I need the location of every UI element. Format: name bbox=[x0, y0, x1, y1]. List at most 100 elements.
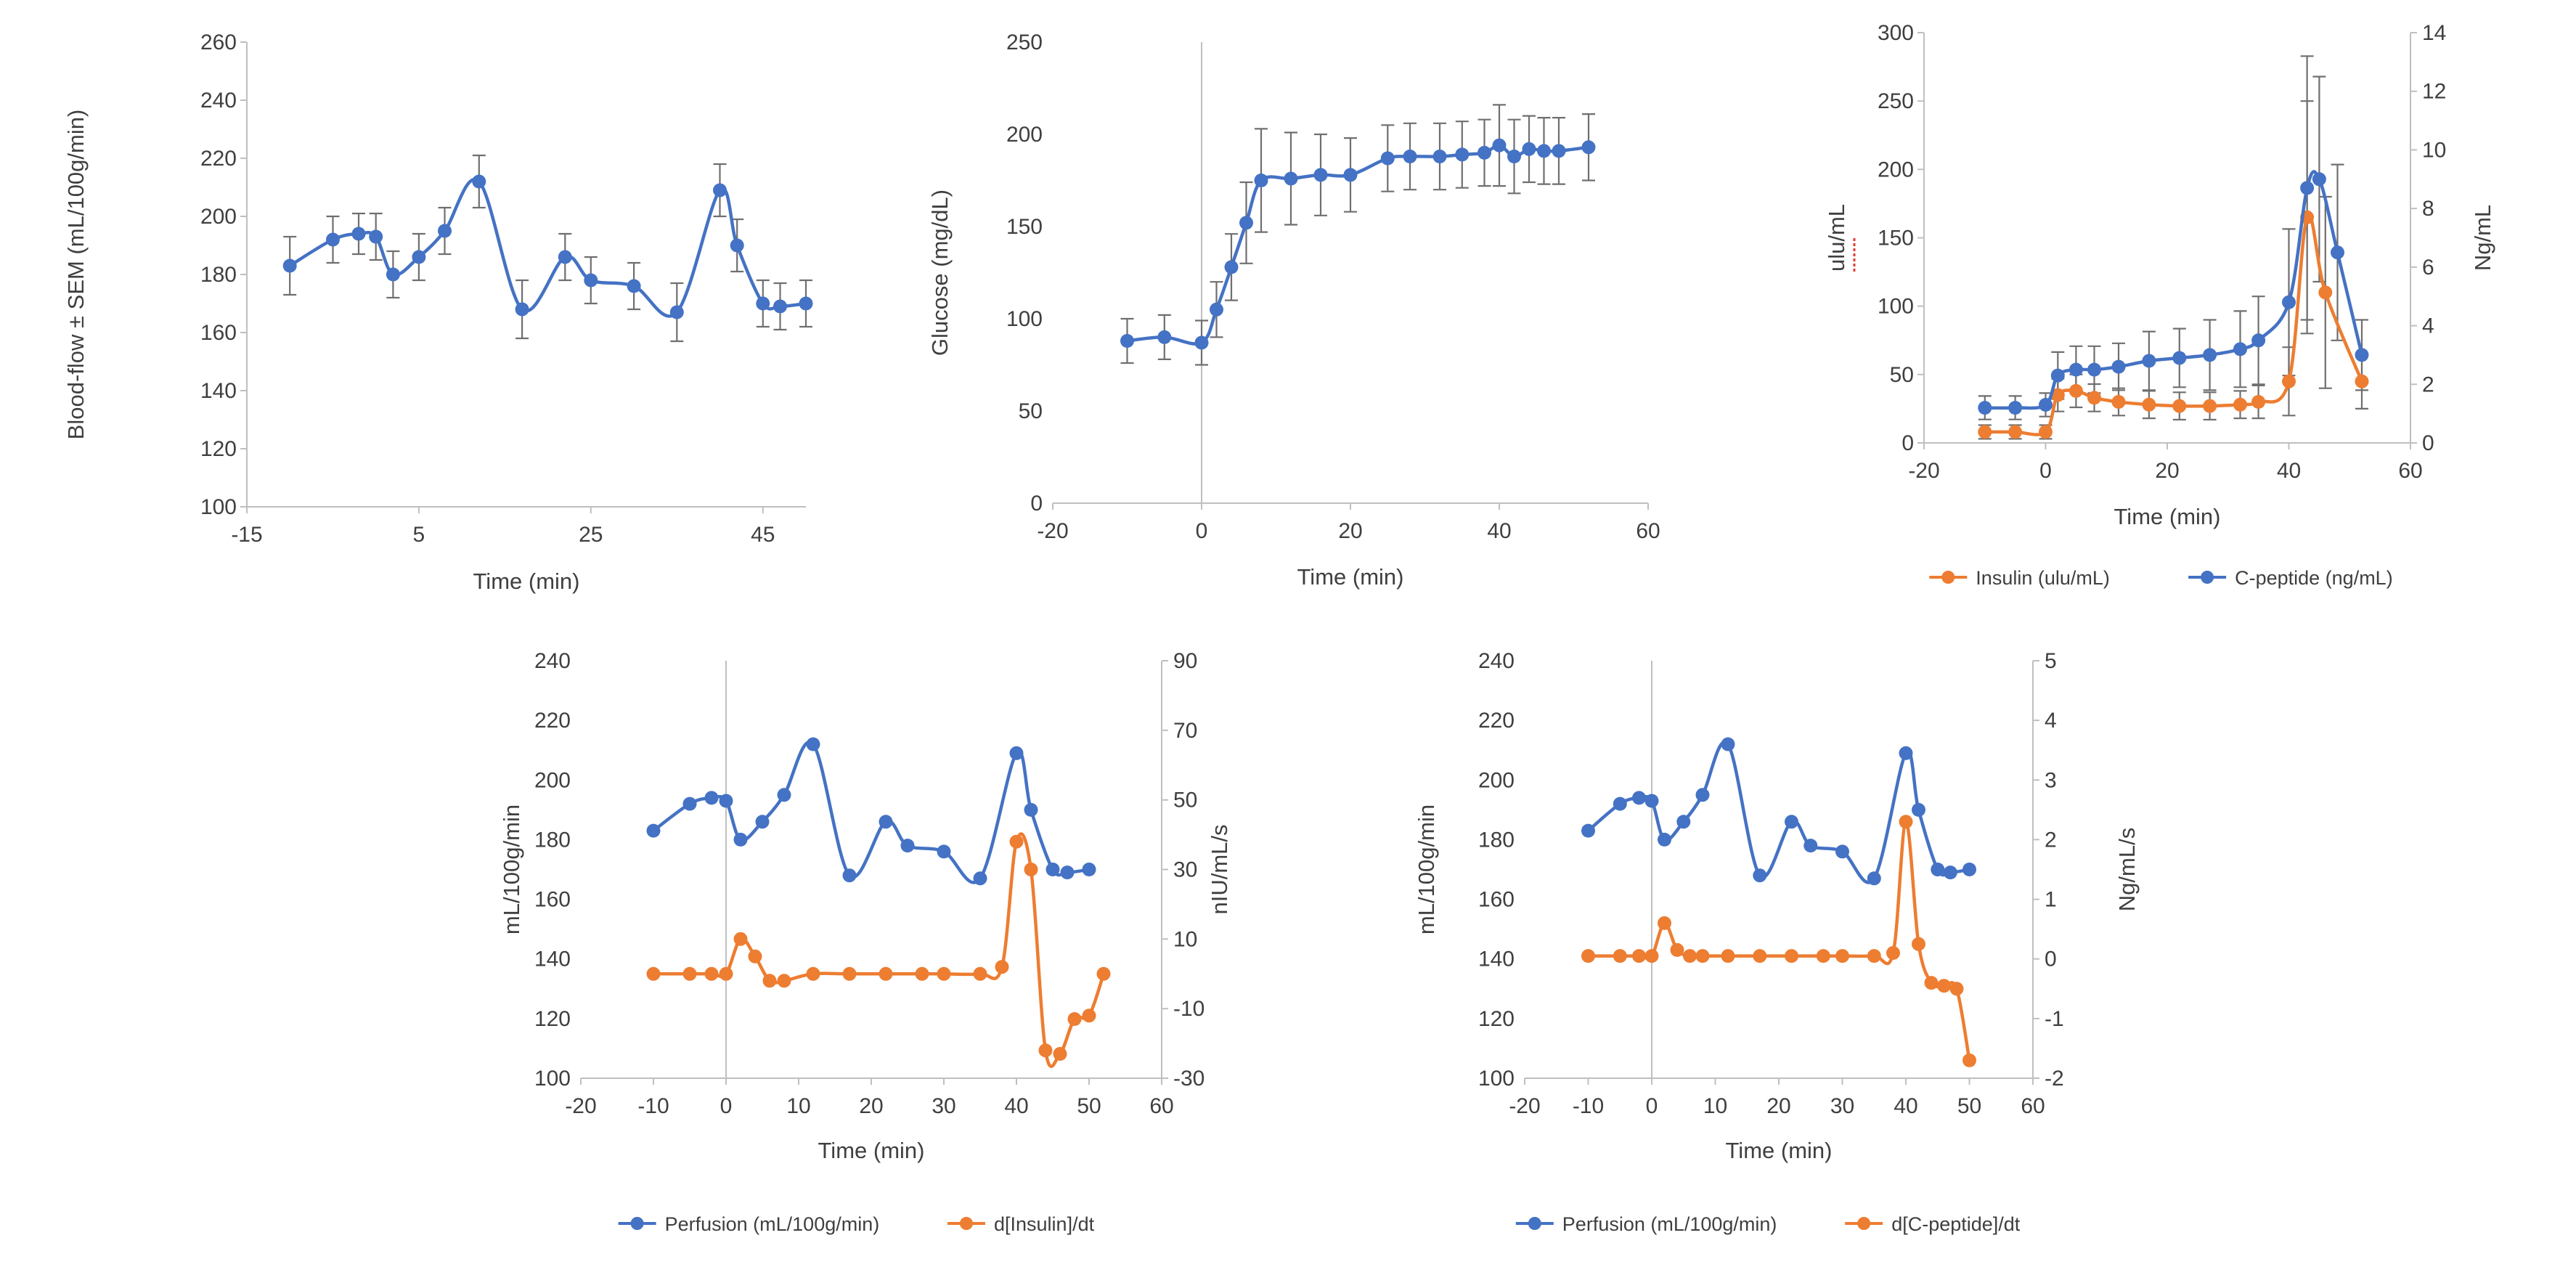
data-point bbox=[719, 966, 733, 981]
x-tick-label: 40 bbox=[1894, 1094, 1917, 1118]
data-point bbox=[1477, 145, 1491, 160]
data-point bbox=[1522, 142, 1536, 156]
data-point bbox=[842, 966, 857, 981]
legend-label: C-peptide (ng/mL) bbox=[2235, 567, 2393, 589]
y-tick-label: 200 bbox=[200, 205, 237, 229]
x-axis-title: Time (min) bbox=[473, 569, 580, 594]
y-tick-label: 260 bbox=[200, 30, 237, 54]
blood-flow-plot: -15 5 25 45 100 120 140 160 180 200 220 240 260 Time … bbox=[63, 30, 813, 594]
legend-label: d[Insulin]/dt bbox=[994, 1213, 1095, 1235]
y-tick-label: 50 bbox=[1019, 399, 1043, 423]
x-tick-label: 60 bbox=[1636, 519, 1660, 543]
svg-text:ulu/mL: ulu/mL bbox=[1824, 204, 1849, 272]
data-point bbox=[2142, 397, 2156, 412]
x-tick-label: -10 bbox=[637, 1094, 669, 1118]
data-point bbox=[2300, 181, 2315, 195]
data-point bbox=[2282, 295, 2296, 309]
data-point bbox=[900, 839, 915, 853]
svg-text:mL/100g/min: mL/100g/min bbox=[1414, 804, 1439, 934]
data-point bbox=[1962, 1053, 1976, 1067]
data-point bbox=[584, 273, 598, 288]
right-axis-ticks: 0 2 4 6 8 10 12 14 bbox=[2410, 21, 2446, 455]
data-point bbox=[1867, 949, 1881, 964]
data-point bbox=[973, 966, 987, 981]
data-point bbox=[1403, 150, 1417, 163]
right-tick-label: -1 bbox=[2045, 1007, 2064, 1031]
series-perfusion-ml-100g-min- bbox=[1581, 737, 1976, 886]
data-point bbox=[2233, 397, 2247, 412]
y-tick-label: 220 bbox=[534, 709, 571, 733]
data-point bbox=[1343, 168, 1358, 182]
data-point bbox=[1978, 401, 1992, 415]
data-point bbox=[1937, 979, 1951, 993]
y-tick-label: 140 bbox=[200, 379, 237, 403]
data-point bbox=[1695, 949, 1710, 964]
data-point bbox=[2068, 362, 2083, 377]
data-point bbox=[2312, 172, 2326, 187]
right-tick-label: 12 bbox=[2422, 80, 2446, 104]
x-tick-label: 0 bbox=[2039, 459, 2052, 483]
chart-glucose: -20 0 20 40 60 0 50 100 150 200 250 Time (min) Gluco… bbox=[908, 7, 1684, 646]
axes bbox=[1525, 661, 2034, 1079]
data-point bbox=[719, 794, 733, 808]
y-tick-label: 100 bbox=[200, 495, 237, 519]
y-tick-label: 250 bbox=[1006, 30, 1043, 54]
data-point bbox=[2087, 362, 2101, 377]
legend: Insulin (ulu/mL) C-peptide (ng/mL) bbox=[1929, 567, 2393, 589]
data-point bbox=[2233, 342, 2247, 357]
data-point bbox=[704, 791, 719, 805]
data-point bbox=[2172, 399, 2187, 413]
right-tick-label: 10 bbox=[1173, 927, 1197, 951]
y-tick-label: 140 bbox=[1478, 948, 1515, 971]
y-tick-label: 180 bbox=[200, 263, 237, 287]
right-axis-ticks: -2 -1 0 1 2 3 4 5 bbox=[2033, 649, 2064, 1091]
perfusion-dcpeptide-plot: -20 -10 0 10 20 30 40 50 60100120140160180200220… bbox=[1414, 649, 2140, 1235]
data-point bbox=[1009, 746, 1024, 760]
y-tick-label: 120 bbox=[534, 1007, 571, 1031]
right-tick-label: 70 bbox=[1173, 719, 1197, 743]
right-tick-label: -30 bbox=[1173, 1067, 1205, 1091]
data-point bbox=[1552, 144, 1566, 158]
data-point bbox=[777, 974, 791, 988]
data-point bbox=[1024, 802, 1038, 817]
data-point bbox=[1978, 425, 1992, 439]
data-point bbox=[1455, 147, 1470, 162]
right-tick-label: 30 bbox=[1173, 858, 1197, 882]
data-point bbox=[1632, 791, 1646, 805]
right-axis-title: Ng/mL/s bbox=[2114, 828, 2140, 911]
data-point bbox=[2355, 374, 2369, 388]
x-axis-ticks: -20 -10 0 10 20 30 40 50 60 bbox=[1509, 1078, 2045, 1118]
data-point bbox=[1432, 150, 1447, 163]
x-tick-label: 20 bbox=[2155, 459, 2179, 483]
data-point bbox=[937, 966, 951, 981]
y-tick-label: 200 bbox=[534, 768, 571, 792]
right-axis-ticks: -30 -10 10 30 50 70 90 bbox=[1162, 649, 1205, 1091]
x-tick-label: 45 bbox=[751, 523, 775, 547]
data-point bbox=[2111, 359, 2126, 374]
right-tick-label: -10 bbox=[1173, 997, 1205, 1021]
right-tick-label: -2 bbox=[2045, 1067, 2064, 1091]
data-point bbox=[2050, 368, 2065, 383]
data-point bbox=[1943, 865, 1957, 880]
svg-text:Blood-flow ± SEM (mL/100g/min): Blood-flow ± SEM (mL/100g/min) bbox=[63, 110, 89, 440]
series-d-c-peptide-dt bbox=[1581, 815, 1976, 1067]
data-point bbox=[773, 299, 787, 314]
data-point bbox=[1721, 949, 1735, 964]
series-c-peptide-ng-ml- bbox=[1978, 170, 2369, 415]
data-point bbox=[1284, 171, 1298, 186]
right-tick-label: 50 bbox=[1173, 789, 1197, 812]
data-point bbox=[2050, 388, 2065, 402]
x-tick-label: 50 bbox=[1957, 1094, 1981, 1118]
data-point bbox=[1157, 330, 1172, 344]
data-point bbox=[682, 966, 697, 981]
y-tick-label: 140 bbox=[534, 948, 571, 971]
x-tick-label: 50 bbox=[1077, 1094, 1101, 1118]
x-tick-label: 20 bbox=[859, 1094, 883, 1118]
data-point bbox=[1658, 832, 1671, 847]
y-tick-label: 180 bbox=[1478, 828, 1515, 852]
x-tick-label: 10 bbox=[786, 1094, 810, 1118]
chart-perfusion-dcpeptide: -20 -10 0 10 20 30 40 50 60 100 120 140 160 180 200 220… bbox=[1372, 639, 2156, 1263]
data-point bbox=[2251, 395, 2266, 409]
data-point bbox=[1038, 1043, 1053, 1058]
